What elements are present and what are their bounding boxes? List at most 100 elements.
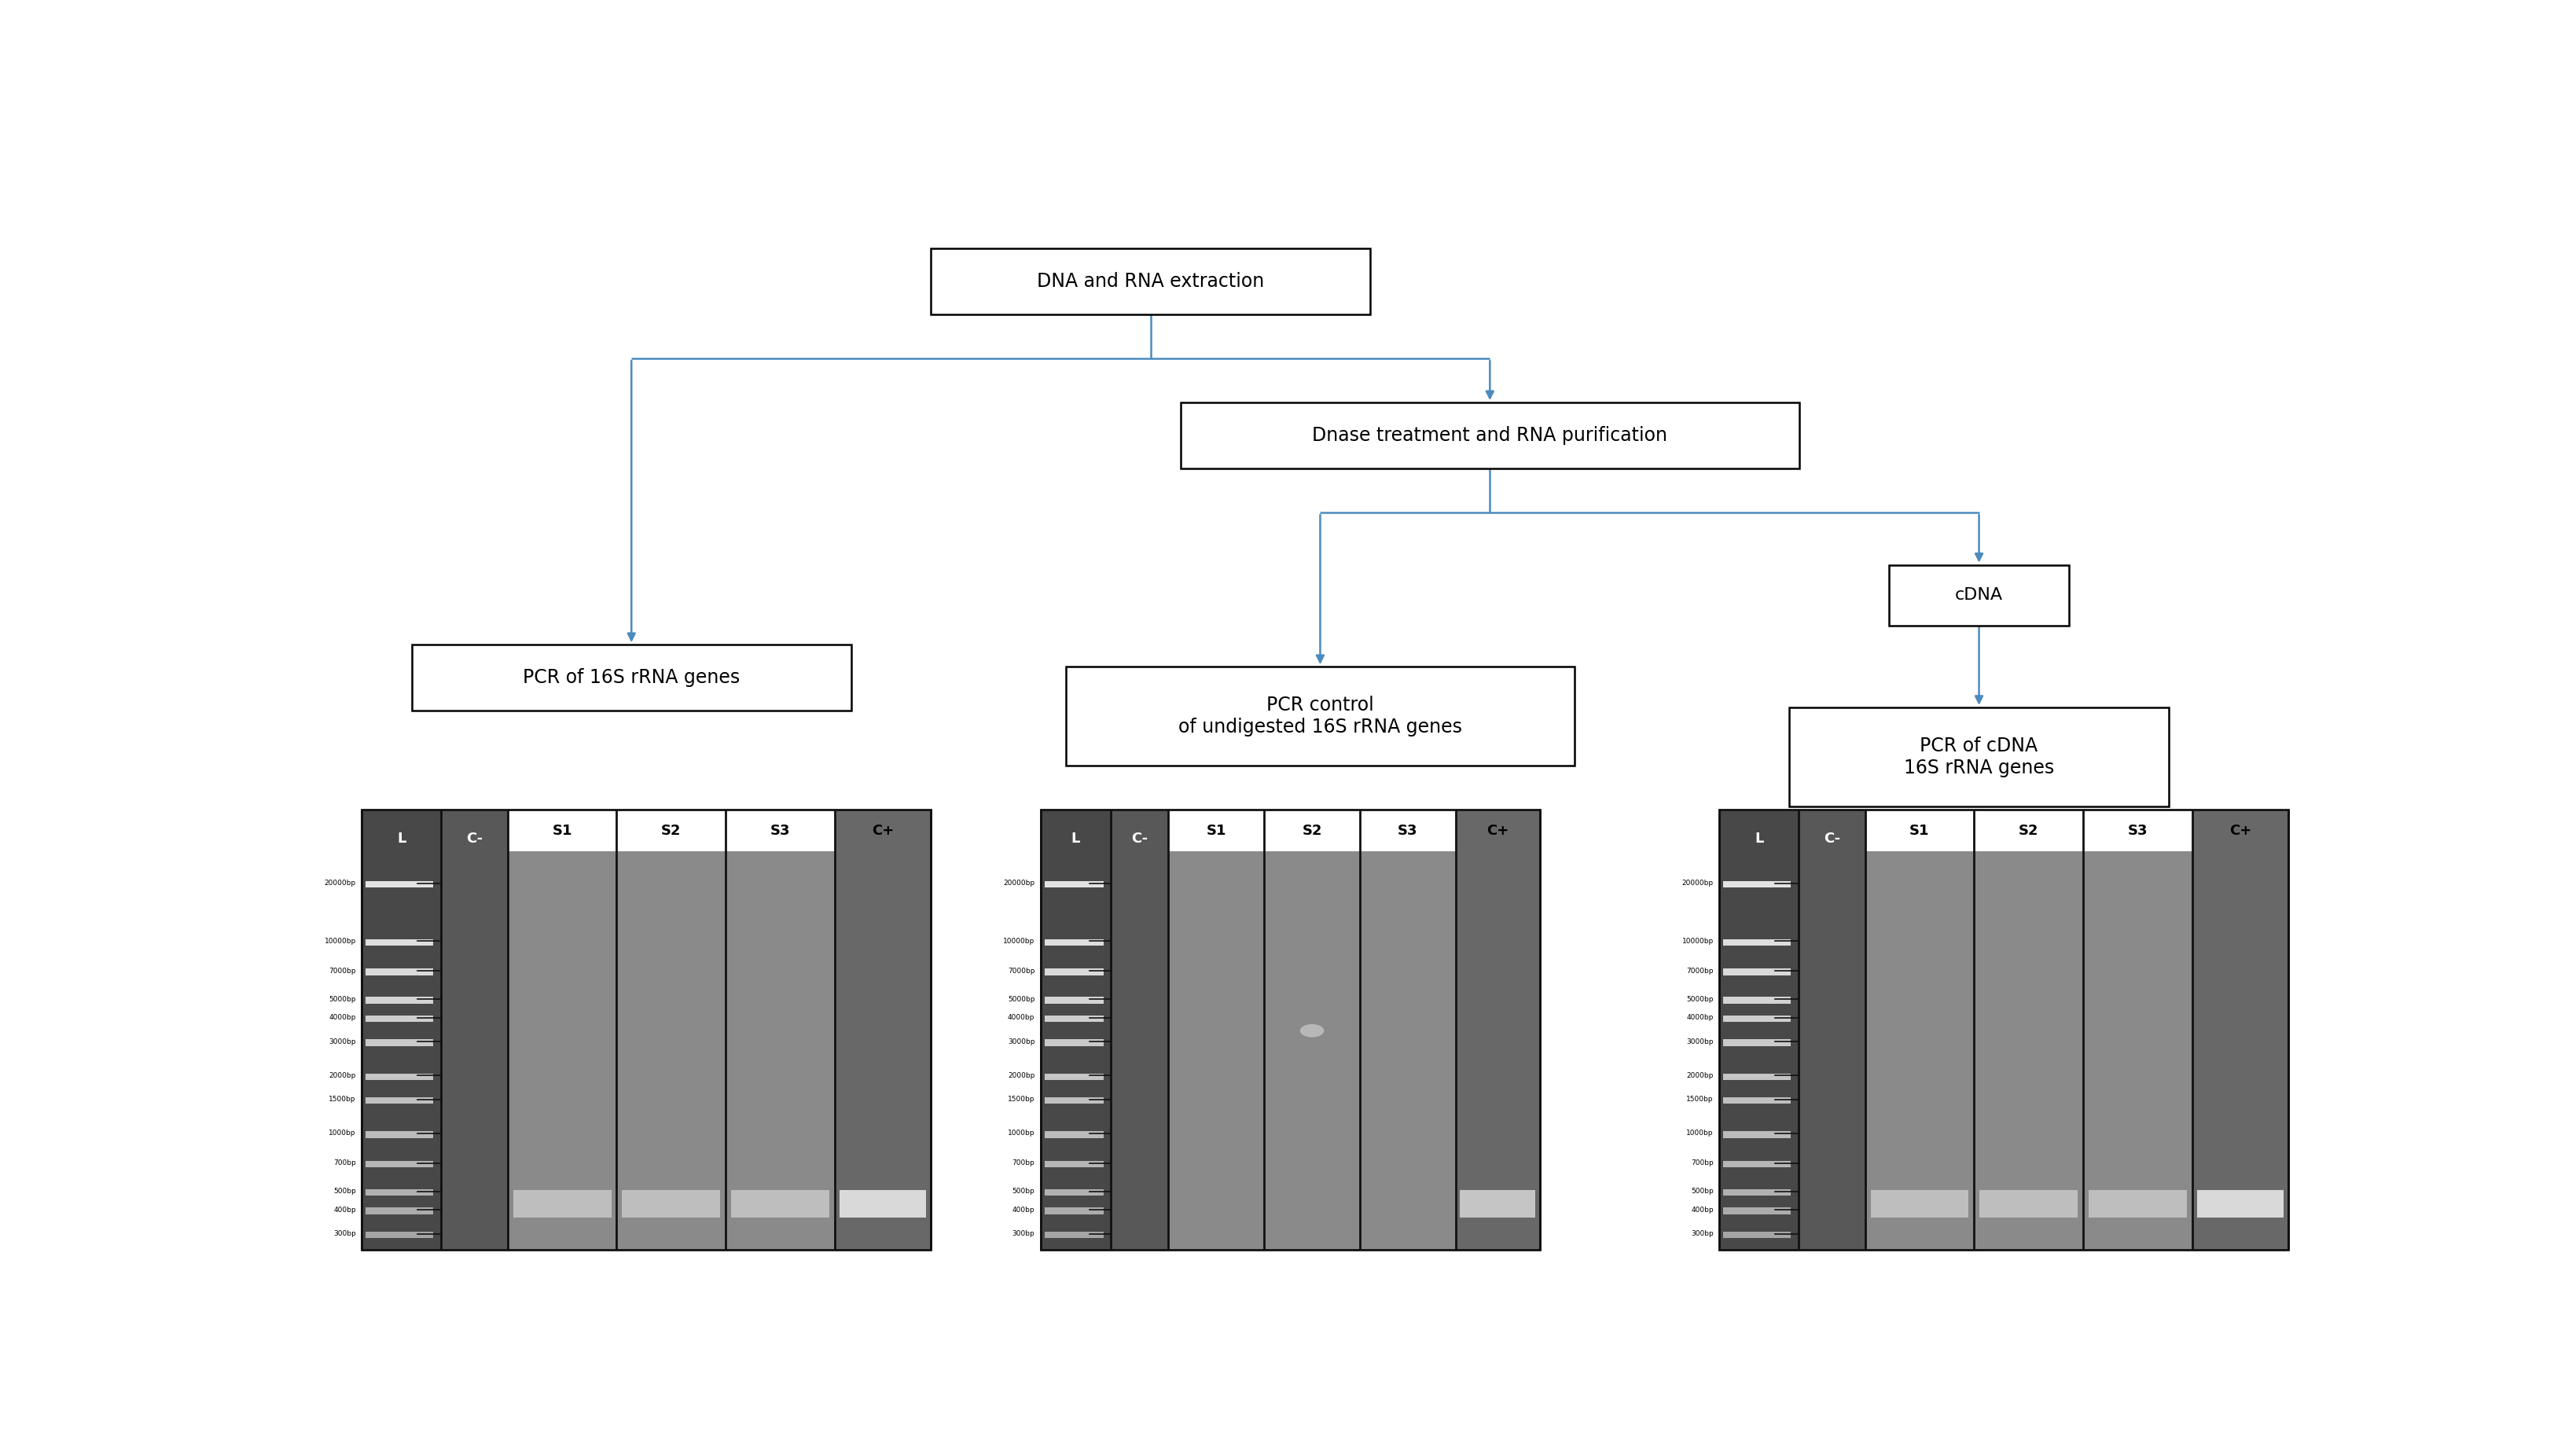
Text: 20000bp: 20000bp <box>1682 880 1713 887</box>
Text: 400bp: 400bp <box>1690 1206 1713 1213</box>
Bar <box>1973 810 2084 1250</box>
Text: C+: C+ <box>2228 823 2251 837</box>
Bar <box>366 1208 433 1215</box>
Text: 500bp: 500bp <box>1690 1187 1713 1195</box>
Text: 10000bp: 10000bp <box>325 937 355 945</box>
Bar <box>1180 403 1798 469</box>
Bar <box>366 1189 433 1196</box>
Text: 500bp: 500bp <box>332 1187 355 1195</box>
Bar <box>1360 810 1455 1250</box>
Text: C-: C- <box>1824 832 1839 846</box>
Bar <box>2084 810 2192 1250</box>
Bar <box>1723 1208 1790 1215</box>
Bar <box>1798 810 1865 1250</box>
Bar <box>1046 1132 1105 1137</box>
Bar <box>1888 564 2069 626</box>
Bar <box>1790 707 2169 806</box>
Bar <box>1041 810 1540 1250</box>
Bar <box>366 1097 433 1105</box>
Bar <box>1723 997 1790 1003</box>
Bar <box>1046 939 1105 946</box>
Text: 2000bp: 2000bp <box>330 1072 355 1079</box>
Text: 1500bp: 1500bp <box>1007 1096 1036 1103</box>
Bar <box>366 1232 433 1239</box>
Bar <box>513 1190 611 1218</box>
Text: S3: S3 <box>1399 823 1417 837</box>
Text: S3: S3 <box>2128 823 2148 837</box>
Bar <box>507 810 835 852</box>
Bar <box>1723 939 1790 946</box>
Text: S2: S2 <box>1301 823 1321 837</box>
Bar <box>1723 882 1790 887</box>
Text: 2000bp: 2000bp <box>1007 1072 1036 1079</box>
Bar <box>1723 1189 1790 1196</box>
Bar <box>1046 1189 1105 1196</box>
Text: S2: S2 <box>2020 823 2038 837</box>
Text: 4000bp: 4000bp <box>1687 1015 1713 1022</box>
Text: 3000bp: 3000bp <box>1687 1037 1713 1045</box>
Text: 300bp: 300bp <box>1690 1230 1713 1238</box>
Text: 700bp: 700bp <box>332 1159 355 1166</box>
Text: C+: C+ <box>1486 823 1510 837</box>
Text: 300bp: 300bp <box>1012 1230 1036 1238</box>
Bar <box>2192 810 2287 1250</box>
Text: 2000bp: 2000bp <box>1687 1072 1713 1079</box>
Bar <box>732 1190 829 1218</box>
Text: PCR of cDNA
16S rRNA genes: PCR of cDNA 16S rRNA genes <box>1904 736 2053 777</box>
Bar <box>2197 1190 2285 1218</box>
Bar <box>366 1016 433 1022</box>
Bar <box>1046 1073 1105 1080</box>
Text: 7000bp: 7000bp <box>330 967 355 975</box>
Bar <box>616 810 726 1250</box>
Bar <box>1723 969 1790 976</box>
Text: DNA and RNA extraction: DNA and RNA extraction <box>1036 272 1265 292</box>
Text: 20000bp: 20000bp <box>1002 880 1036 887</box>
Bar <box>1865 810 1973 1250</box>
Text: 3000bp: 3000bp <box>1007 1037 1036 1045</box>
Bar <box>1046 1039 1105 1046</box>
Text: L: L <box>1754 832 1765 846</box>
Bar <box>1265 810 1360 1250</box>
Bar <box>366 969 433 976</box>
Bar <box>1723 1097 1790 1105</box>
Bar <box>1723 1073 1790 1080</box>
Bar <box>366 939 433 946</box>
Bar <box>1461 1190 1535 1218</box>
Bar <box>1723 1232 1790 1239</box>
Text: 700bp: 700bp <box>1012 1159 1036 1166</box>
Bar <box>361 810 930 1250</box>
Bar <box>1046 969 1105 976</box>
Bar <box>1041 810 1110 1250</box>
Text: 4000bp: 4000bp <box>1007 1015 1036 1022</box>
Bar <box>1170 810 1455 852</box>
Bar <box>507 810 616 1250</box>
Text: 3000bp: 3000bp <box>330 1037 355 1045</box>
Bar <box>1066 666 1574 766</box>
Bar <box>1721 810 1798 1250</box>
Bar <box>726 810 835 1250</box>
Text: C-: C- <box>466 832 482 846</box>
Text: 400bp: 400bp <box>1012 1206 1036 1213</box>
Bar <box>1170 810 1265 1250</box>
Text: 500bp: 500bp <box>1012 1187 1036 1195</box>
Bar <box>366 1073 433 1080</box>
Text: 7000bp: 7000bp <box>1007 967 1036 975</box>
Text: 1500bp: 1500bp <box>1687 1096 1713 1103</box>
Text: L: L <box>397 832 407 846</box>
Text: L: L <box>1072 832 1079 846</box>
Text: 20000bp: 20000bp <box>325 880 355 887</box>
Text: S1: S1 <box>1206 823 1226 837</box>
Text: C+: C+ <box>871 823 894 837</box>
Bar <box>366 1039 433 1046</box>
Bar <box>361 810 440 1250</box>
Bar <box>366 882 433 887</box>
Text: 7000bp: 7000bp <box>1687 967 1713 975</box>
Text: cDNA: cDNA <box>1955 587 2004 603</box>
Bar <box>1046 1016 1105 1022</box>
Text: 300bp: 300bp <box>332 1230 355 1238</box>
Bar <box>1723 1016 1790 1022</box>
Bar <box>1721 810 2287 1250</box>
Text: PCR control
of undigested 16S rRNA genes: PCR control of undigested 16S rRNA genes <box>1177 696 1463 736</box>
Bar <box>2089 1190 2187 1218</box>
Text: S3: S3 <box>770 823 791 837</box>
